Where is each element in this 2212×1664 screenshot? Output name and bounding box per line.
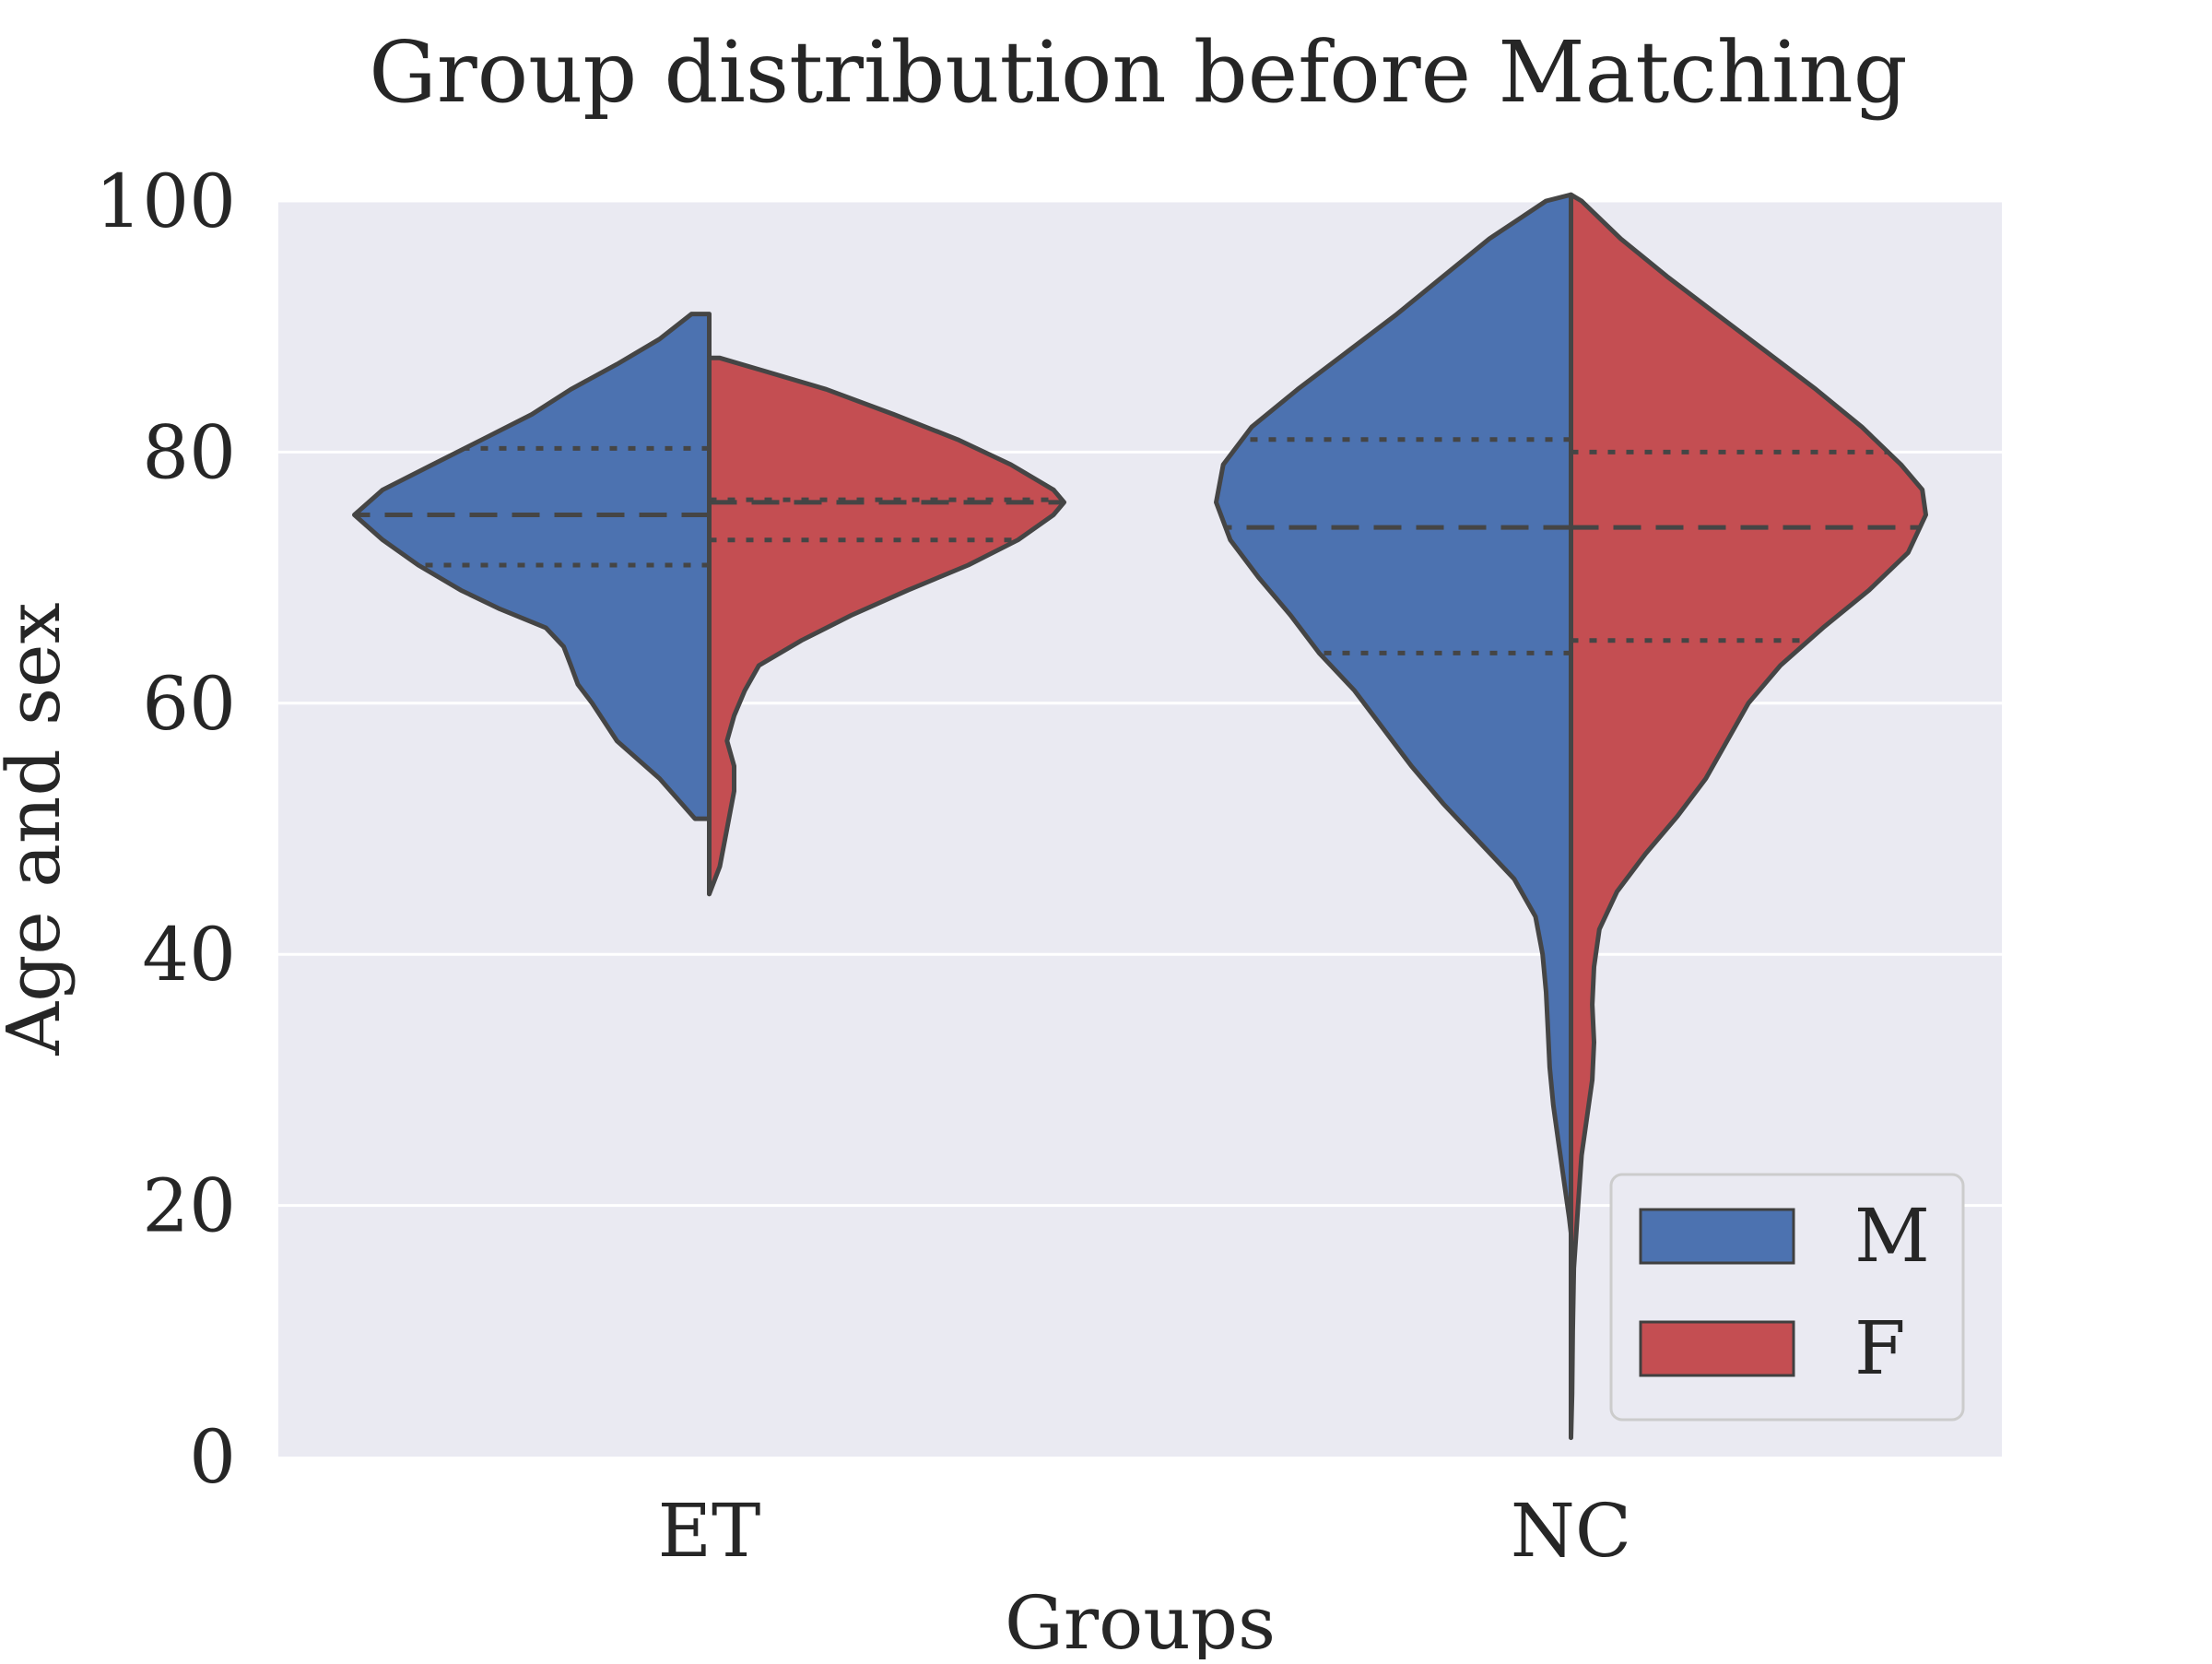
legend-label-m: M xyxy=(1854,1193,1930,1279)
y-tick-label-100: 100 xyxy=(95,159,236,244)
legend-label-f: F xyxy=(1854,1305,1906,1391)
y-tick-label-60: 60 xyxy=(142,661,236,747)
violins xyxy=(352,192,1928,1441)
x-axis-label: Groups xyxy=(1005,1580,1276,1659)
y-tick-label-20: 20 xyxy=(142,1163,236,1249)
violin-f-nc xyxy=(1569,192,1928,1441)
y-tick-label-40: 40 xyxy=(142,912,236,997)
violin-f-et xyxy=(707,355,1066,897)
legend-swatch-m xyxy=(1639,1208,1795,1265)
y-tick-labels: 0 20 40 60 80 100 xyxy=(95,159,236,1500)
violin-m-et xyxy=(352,312,712,821)
violin-m-nc xyxy=(1214,192,1573,1236)
y-axis-label: Age and sex xyxy=(0,602,76,1056)
y-tick-label-80: 80 xyxy=(142,409,236,495)
legend: M F xyxy=(1609,1173,1965,1422)
legend-swatch-f xyxy=(1639,1320,1795,1377)
y-tick-label-0: 0 xyxy=(189,1414,236,1500)
chart-title: Group distribution before Matching xyxy=(369,23,1907,122)
x-tick-label-nc: NC xyxy=(1511,1488,1631,1574)
x-tick-labels: ET NC xyxy=(658,1488,1631,1574)
x-tick-label-et: ET xyxy=(658,1488,761,1574)
